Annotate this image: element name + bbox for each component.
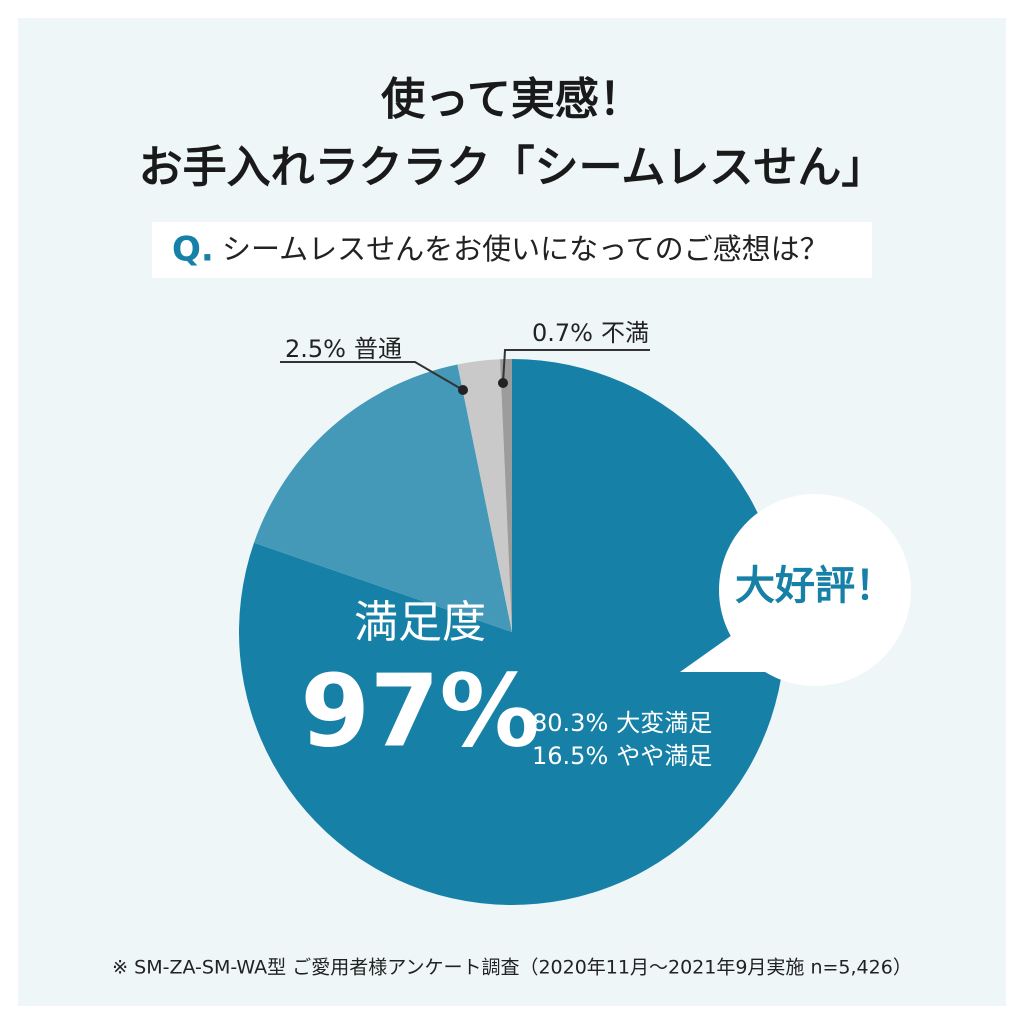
question-box [152,222,872,278]
slice-value-label: 16.5% [532,742,608,770]
slice-label: 16.5% やや満足 [532,742,712,770]
callout-line [502,349,650,384]
pie-slice [457,359,512,632]
center-label: 満足度 [354,597,486,648]
question: シームレスせんをお使いになってのご感想は？ [222,232,829,266]
slice-category: 大変満足 [616,709,712,737]
question-prefix: Q. [172,230,214,270]
bubble [719,494,911,686]
pie-slice [253,364,512,632]
slice-label: 0.7% 不満 [532,319,649,347]
title-line: お手入れラクラク「シームレスせん」 [139,142,886,193]
pie [239,359,785,905]
pie-slice [499,359,512,632]
speech-bubble: 大好評！ [680,494,911,686]
slice-label: 80.3% 大変満足 [532,709,712,737]
slice-category: 不満 [601,319,649,347]
center-value: 97% [300,652,539,769]
callout-line [280,361,464,391]
slice-value-label: 80.3% [532,709,608,737]
slice-category: やや満足 [616,742,712,770]
callout-dot [458,385,468,395]
slice-value-label: 2.5% [285,335,346,363]
slice-value-label: 0.7% [532,319,593,347]
callout-dot [498,378,508,388]
footnote: ※ SM-ZA-SM-WA型 ご愛用者様アンケート調査（2020年11月〜202… [112,957,912,979]
bubble-text: 大好評！ [735,563,895,609]
slice-category: 普通 [354,335,402,363]
title-line: 使って実感！ [381,74,643,125]
pie-slice [239,359,785,905]
slice-label: 2.5% 普通 [285,335,402,363]
